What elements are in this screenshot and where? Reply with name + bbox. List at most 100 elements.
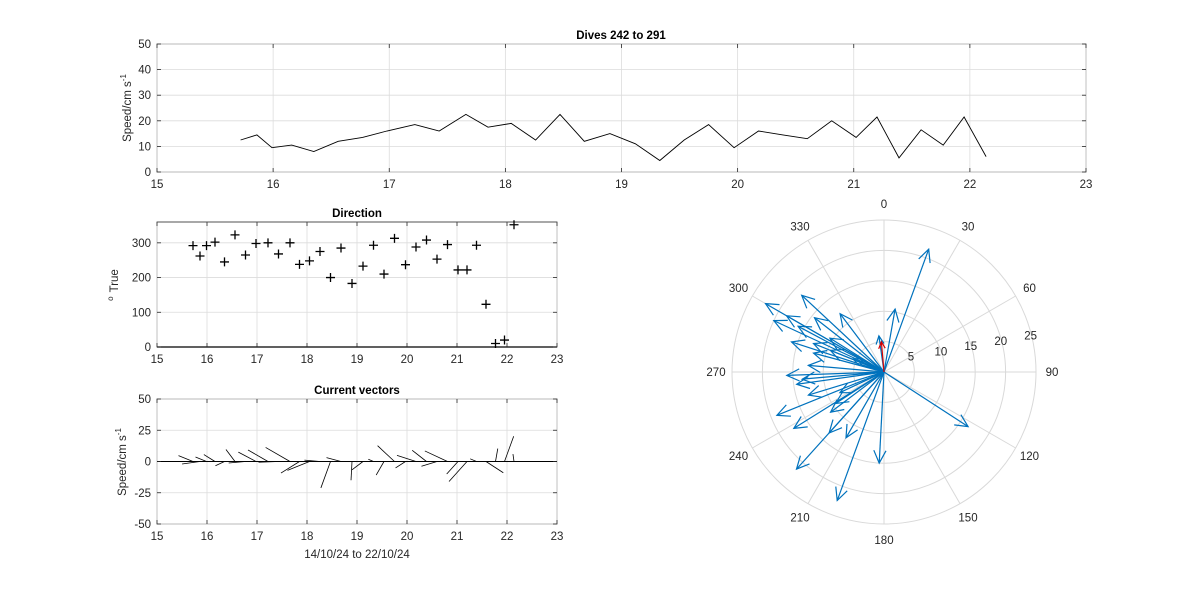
x-tick-label: 18 — [301, 354, 314, 366]
speed-series — [240, 113, 987, 162]
x-tick-label: 16 — [201, 354, 214, 366]
compass-spoke — [883, 295, 1016, 373]
y-tick-label: 200 — [132, 273, 151, 285]
compass-grid — [731, 219, 1037, 525]
compass-arrow-head — [918, 247, 931, 264]
x-tick-label: 22 — [963, 179, 976, 191]
vectors-yticks: -50 -25 0 25 50 — [134, 394, 557, 531]
current-vector-stick — [238, 451, 257, 462]
x-tick-label: 21 — [847, 179, 860, 191]
direction-point — [481, 299, 491, 309]
compass-arrow — [786, 371, 885, 376]
compass-arrow — [836, 371, 885, 501]
vectors-xlabel: 14/10/24 to 22/10/24 — [304, 549, 410, 561]
x-tick-label: 18 — [499, 179, 512, 191]
speed-ylabel: Speed/cm s-1 — [119, 74, 134, 142]
compass-angle-label: 90 — [1046, 367, 1059, 379]
current-vector-stick — [320, 461, 331, 489]
compass-arrow-head — [806, 359, 822, 374]
compass-angle-label: 30 — [962, 222, 975, 234]
compass-angle-label: 120 — [1020, 451, 1039, 463]
compass-arrow-head — [796, 325, 813, 338]
x-tick-label: 23 — [551, 354, 564, 366]
compass-arrow — [839, 313, 885, 373]
compass-arrow — [796, 371, 885, 470]
compass-arrow — [845, 371, 885, 439]
current-vector-stick — [375, 461, 385, 476]
compass-arrow — [808, 364, 885, 373]
current-vector-stick — [446, 461, 459, 475]
current-vector-stick — [351, 461, 364, 471]
direction-point — [263, 238, 273, 248]
compass-arrow-head — [845, 423, 858, 439]
direction-point — [195, 251, 205, 261]
x-tick-label: 21 — [451, 354, 464, 366]
y-tick-label: 100 — [132, 307, 151, 319]
compass-arrow-head — [838, 382, 853, 394]
current-vector-stick — [225, 449, 236, 462]
direction-xticks: 15 16 17 18 19 20 21 22 23 — [151, 222, 564, 366]
compass-arrow — [791, 341, 885, 373]
current-vector-stick — [350, 461, 353, 481]
compass-angle-label: 210 — [790, 512, 809, 524]
x-tick-label: 16 — [267, 179, 280, 191]
x-tick-label: 17 — [383, 179, 396, 191]
compass-arrows — [764, 247, 970, 502]
compass-arrow-head — [834, 391, 850, 405]
compass-arrow — [808, 371, 885, 396]
speed-yticks: 0 10 20 30 40 50 — [138, 39, 1086, 179]
x-tick-label: 18 — [301, 531, 314, 543]
current-vector-stick — [396, 454, 417, 462]
x-tick-label: 20 — [401, 354, 414, 366]
x-tick-label: 15 — [151, 179, 164, 191]
compass-arrow-head — [813, 316, 829, 331]
compass-radial-label: 10 — [934, 346, 947, 358]
compass-arrow-head — [954, 414, 970, 428]
direction-point — [491, 339, 500, 349]
current-vector-stick — [495, 448, 499, 462]
x-tick-label: 15 — [151, 531, 164, 543]
compass-arrow-head — [790, 339, 806, 353]
direction-point — [432, 254, 442, 264]
direction-point — [202, 241, 211, 251]
y-tick-label: 40 — [138, 65, 151, 77]
compass-mean-arrow — [880, 341, 885, 373]
compass-angle-label: 330 — [790, 222, 809, 234]
compass-radial-label: 15 — [964, 341, 977, 353]
compass-arrow-head — [886, 307, 900, 323]
compass-arrow-head — [764, 302, 780, 316]
compass-arrow — [773, 320, 885, 373]
direction-point — [390, 233, 399, 243]
y-tick-label: 0 — [145, 457, 151, 469]
direction-title: Direction — [332, 208, 382, 220]
direction-point — [188, 241, 198, 251]
compass-arrow-head — [785, 368, 800, 382]
compass-arrow-head — [812, 349, 828, 363]
compass-arrow — [801, 294, 885, 373]
compass-arrow-head — [775, 404, 791, 417]
current-vector-stick — [326, 457, 342, 462]
compass-arrow — [883, 309, 896, 373]
speed-panel: 15 16 17 18 19 20 21 22 23 0 10 20 30 40 50 Dives 242… — [119, 30, 1092, 191]
x-tick-label: 17 — [251, 531, 264, 543]
direction-point — [443, 240, 452, 250]
x-tick-label: 17 — [251, 354, 264, 366]
compass-spoke — [883, 371, 1016, 449]
y-tick-label: 10 — [138, 141, 151, 153]
y-tick-label: 0 — [145, 342, 151, 354]
current-vector-stick — [448, 461, 468, 482]
compass-arrow-head — [795, 455, 810, 471]
compass-angle-label: 180 — [874, 535, 893, 547]
compass-arrow — [802, 371, 885, 380]
vectors-title: Current vectors — [314, 385, 400, 397]
compass-spoke — [883, 240, 961, 373]
x-tick-label: 21 — [451, 531, 464, 543]
x-tick-label: 19 — [615, 179, 628, 191]
compass-angle-label: 300 — [729, 283, 748, 295]
direction-point — [285, 238, 295, 248]
y-tick-label: -25 — [134, 488, 151, 500]
compass-spoke — [752, 371, 885, 449]
compass-angle-label: 60 — [1023, 283, 1036, 295]
